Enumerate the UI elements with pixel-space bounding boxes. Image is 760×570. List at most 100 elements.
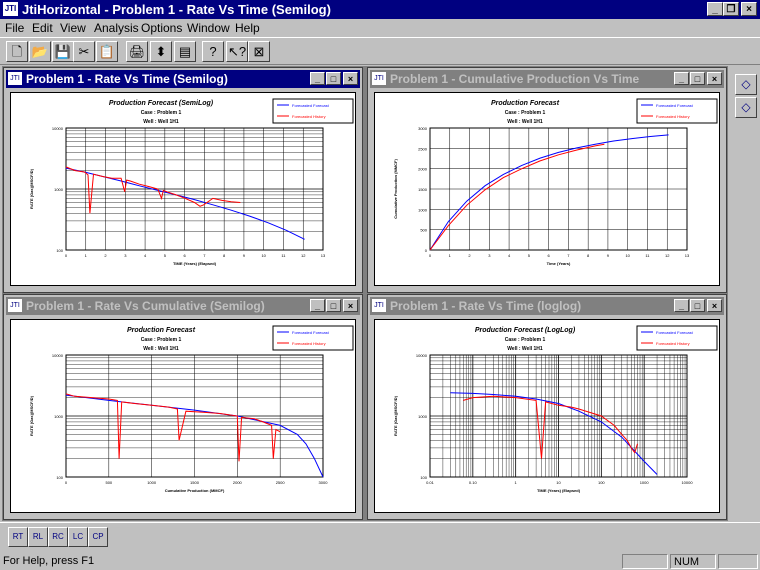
context-help-icon[interactable]: ↖?	[226, 41, 248, 62]
window-caption[interactable]: JTI Problem 1 - Cumulative Production Vs…	[370, 70, 724, 88]
y-tick-label: 10000	[416, 353, 428, 358]
right-toolbar: ◇ ◇	[730, 66, 760, 521]
window-maximize-button[interactable]: □	[690, 72, 705, 85]
paste-icon[interactable]: 📋	[96, 41, 118, 62]
menu-options[interactable]: Options	[141, 21, 183, 35]
print-icon[interactable]: 🖨	[126, 41, 148, 62]
window-minimize-button[interactable]: _	[674, 72, 689, 85]
x-tick-label: 9	[243, 253, 246, 258]
window-title: Problem 1 - Cumulative Production Vs Tim…	[390, 72, 640, 86]
x-tick-label: 100	[598, 480, 605, 485]
x-tick-label: 500	[105, 480, 112, 485]
chart-area: Production Forecast Case : Problem 1 Well …	[10, 319, 356, 513]
window-maximize-button[interactable]: □	[690, 299, 705, 312]
chart-legend	[636, 325, 718, 351]
window-rate-vs-cumulative[interactable]: JTI Problem 1 - Rate Vs Cumulative (Semi…	[3, 294, 363, 520]
cascade-icon[interactable]: ◇	[735, 74, 757, 95]
y-tick-label: 3000	[418, 126, 428, 131]
x-tick-label: 10	[261, 253, 266, 258]
window-caption[interactable]: JTI Problem 1 - Rate Vs Time (loglog) _ …	[370, 297, 724, 315]
legend-entry: Forecasted History	[656, 341, 690, 346]
tile-icon[interactable]: ◇	[735, 97, 757, 118]
restore-button[interactable]: ❐	[723, 2, 739, 16]
x-tick-label: 10	[625, 253, 630, 258]
new-icon[interactable]: 🗋	[6, 41, 28, 62]
x-tick-label: 0	[65, 480, 68, 485]
chart-title: Production Forecast	[127, 327, 196, 334]
window-title: Problem 1 - Rate Vs Time (loglog)	[390, 299, 582, 313]
x-axis-label: TIME (Years) (Elapsed)	[173, 261, 217, 266]
y-tick-label: 100	[56, 248, 63, 253]
window-cumulative-vs-time[interactable]: JTI Problem 1 - Cumulative Production Vs…	[367, 67, 727, 293]
close-button[interactable]: ×	[741, 2, 757, 16]
window-close-button[interactable]: ×	[707, 72, 722, 85]
y-tick-label: 100	[420, 475, 427, 480]
cumulative-curve-icon[interactable]: CP	[88, 527, 108, 547]
series-line	[429, 134, 669, 251]
open-icon[interactable]: 📂	[29, 41, 51, 62]
rate-cum-loglog-icon[interactable]: LC	[68, 527, 88, 547]
x-tick-label: 1	[515, 480, 518, 485]
y-axis-label: RATE (Gas)(MSCF/D)	[393, 395, 398, 436]
window-close-button[interactable]: ×	[343, 72, 358, 85]
minimize-button[interactable]: _	[707, 2, 723, 16]
chart-legend	[272, 325, 354, 351]
menu-analysis[interactable]: Analysis	[94, 21, 139, 35]
legend-entry: Forecasted History	[656, 114, 690, 119]
menu-help[interactable]: Help	[235, 21, 260, 35]
menu-edit[interactable]: Edit	[32, 21, 53, 35]
document-icon: JTI	[8, 299, 22, 312]
x-tick-label: 6	[547, 253, 550, 258]
x-tick-label: 8	[223, 253, 226, 258]
window-close-button[interactable]: ×	[707, 299, 722, 312]
chart-area: Production Forecast (LogLog) Case : Probl…	[374, 319, 720, 513]
window-minimize-button[interactable]: _	[310, 299, 325, 312]
menu-file[interactable]: File	[5, 21, 25, 35]
x-axis-label: Cumulative Production (MMCF)	[165, 488, 225, 493]
save-icon[interactable]: 💾	[52, 41, 74, 62]
status-pane-scrl	[718, 554, 758, 569]
x-tick-label: 10000	[681, 480, 693, 485]
table-icon[interactable]: ▤	[174, 41, 196, 62]
legend-entry: Forecasted Forecast	[656, 330, 694, 335]
chart-subtitle-case: Case : Problem 1	[141, 110, 182, 116]
window-caption[interactable]: JTI Problem 1 - Rate Vs Time (Semilog) _…	[6, 70, 360, 88]
x-tick-label: 7	[567, 253, 570, 258]
window-minimize-button[interactable]: _	[674, 299, 689, 312]
window-title: Problem 1 - Rate Vs Time (Semilog)	[26, 72, 228, 86]
cut-icon[interactable]: ✂	[73, 41, 95, 62]
window-rate-vs-time-semilog[interactable]: JTI Problem 1 - Rate Vs Time (Semilog) _…	[3, 67, 363, 293]
window-title: Problem 1 - Rate Vs Cumulative (Semilog)	[26, 299, 265, 313]
window-maximize-button[interactable]: □	[326, 72, 341, 85]
rate-time-loglog-icon[interactable]: RL	[28, 527, 48, 547]
chart-subtitle-well: Well : Well 1H1	[143, 119, 179, 125]
rate-cum-icon[interactable]: RC	[48, 527, 68, 547]
chart-subtitle-well: Well : Well 1H1	[507, 119, 543, 125]
window-caption[interactable]: JTI Problem 1 - Rate Vs Cumulative (Semi…	[6, 297, 360, 315]
x-tick-label: 11	[645, 253, 650, 258]
series-line	[450, 392, 658, 475]
window-rate-vs-time-loglog[interactable]: JTI Problem 1 - Rate Vs Time (loglog) _ …	[367, 294, 727, 520]
close-view-icon[interactable]: ⊠	[248, 41, 270, 62]
main-toolbar: 🗋 📂 💾 ✂ 📋 🖨 ⬍ ▤? ↖? ⊠	[0, 37, 760, 65]
window-maximize-button[interactable]: □	[326, 299, 341, 312]
mdi-client-area: JTI Problem 1 - Rate Vs Time (Semilog) _…	[2, 66, 728, 521]
sort-icon[interactable]: ⬍	[150, 41, 172, 62]
chart-legend	[636, 98, 718, 124]
grid-lines	[65, 355, 324, 478]
x-tick-label: 2	[468, 253, 471, 258]
chart-title: Production Forecast	[491, 100, 560, 107]
x-tick-label: 8	[587, 253, 590, 258]
window-close-button[interactable]: ×	[343, 299, 358, 312]
x-tick-label: 0.01	[426, 480, 435, 485]
help-icon[interactable]: ?	[202, 41, 224, 62]
menu-view[interactable]: View	[60, 21, 86, 35]
series-line	[65, 166, 241, 214]
window-minimize-button[interactable]: _	[310, 72, 325, 85]
grid-lines	[429, 127, 688, 251]
rate-time-semilog-icon[interactable]: RT	[8, 527, 28, 547]
x-tick-label: 3000	[319, 480, 329, 485]
menu-window[interactable]: Window	[187, 21, 230, 35]
document-icon: JTI	[372, 299, 386, 312]
app-icon: JTI	[3, 2, 18, 16]
